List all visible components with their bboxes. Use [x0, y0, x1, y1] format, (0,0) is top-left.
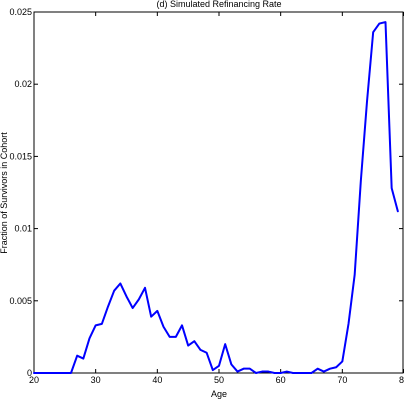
plot-area: 20 30 40 50 60 70 80 0 0.005 0.01 0.015 0.02 0.025 [9, 7, 404, 385]
x-tick-label: 80 [399, 375, 404, 385]
x-tick-label: 60 [276, 375, 286, 385]
x-tick-label: 70 [337, 375, 347, 385]
y-tick-label: 0 [27, 368, 32, 378]
y-tick-label: 0.02 [14, 79, 32, 89]
refinancing-rate-line [33, 21, 399, 374]
x-tick-label: 30 [91, 375, 101, 385]
y-axis-label: Fraction of Survivors in Cohort [0, 132, 9, 254]
x-tick-label: 20 [29, 375, 39, 385]
y-tick-label: 0.015 [9, 151, 32, 161]
chart-title: (d) Simulated Refinancing Rate [156, 0, 281, 9]
x-axis-label: Age [211, 389, 227, 399]
y-tick-label: 0.025 [9, 7, 32, 17]
plot-frame [33, 11, 404, 374]
y-tick-label: 0.01 [14, 224, 32, 234]
x-tick-label: 50 [214, 375, 224, 385]
y-tick-label: 0.005 [9, 296, 32, 306]
x-tick-label: 40 [152, 375, 162, 385]
